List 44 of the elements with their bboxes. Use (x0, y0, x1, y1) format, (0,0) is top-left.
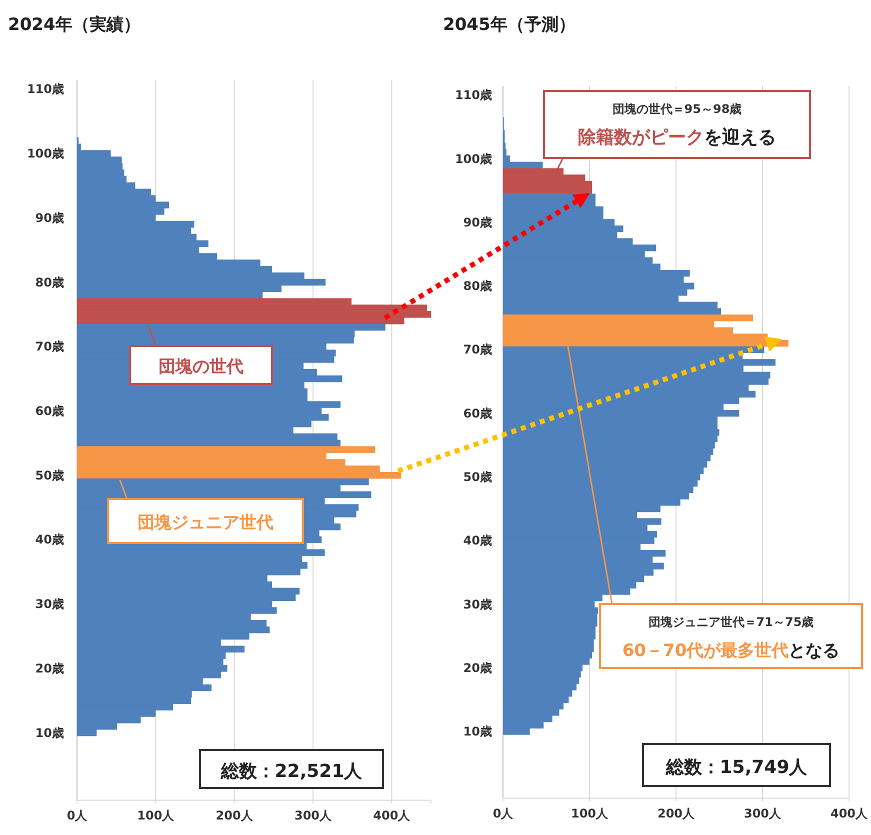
annotation: 団塊の世代＝95～98歳 (612, 102, 742, 116)
y-tick-label: 50歳 (463, 470, 492, 484)
x-tick-label: 300人 (294, 808, 333, 823)
y-tick-label: 90歳 (463, 215, 492, 230)
annotation: となる (788, 641, 840, 661)
x-tick-label: 400人 (373, 808, 412, 823)
y-tick-label: 70歳 (463, 342, 492, 357)
y-tick-label: 20歳 (463, 660, 492, 675)
y-tick-label: 100歳 (26, 146, 64, 161)
x-tick-label: 300人 (744, 806, 782, 821)
y-tick-label: 100歳 (454, 152, 492, 166)
y-tick-label: 30歳 (35, 597, 64, 612)
annotation: 団塊ジュニア世代＝71～75歳 (648, 615, 814, 629)
y-tick-label: 110歳 (454, 88, 492, 102)
x-tick-label: 400人 (830, 806, 869, 821)
y-tick-label: 40歳 (463, 534, 492, 548)
annotation: 団塊ジュニア世代 (138, 513, 274, 533)
chart-title: 2045年（予測） (443, 15, 576, 35)
y-tick-label: 80歳 (35, 275, 64, 290)
annotation: 除籍数がピーク (578, 127, 704, 148)
y-tick-label: 40歳 (35, 532, 64, 547)
y-tick-label: 50歳 (35, 468, 64, 482)
y-tick-label: 10歳 (463, 724, 492, 739)
x-tick-label: 0人 (66, 808, 88, 823)
y-tick-label: 30歳 (463, 597, 492, 612)
x-tick-label: 200人 (216, 808, 254, 823)
x-tick-label: 0人 (492, 806, 514, 821)
chart-title: 2024年（実績） (8, 15, 140, 35)
annotation: 総数：22,521人 (220, 761, 364, 782)
y-tick-label: 110歳 (26, 82, 64, 96)
annotation: を迎える (704, 127, 776, 148)
y-tick-label: 90歳 (35, 210, 64, 225)
annotation: 団塊の世代 (158, 357, 244, 377)
y-tick-label: 20歳 (35, 661, 64, 676)
x-tick-label: 100人 (570, 806, 610, 821)
x-tick-label: 200人 (657, 806, 696, 821)
y-tick-label: 60歳 (35, 404, 64, 418)
y-tick-label: 60歳 (463, 406, 492, 420)
annotation: 総数：15,749人 (664, 757, 808, 778)
y-tick-label: 70歳 (35, 340, 64, 354)
y-tick-label: 80歳 (463, 279, 492, 294)
y-tick-label: 10歳 (35, 726, 64, 740)
annotation: 60－70代が最多世代 (622, 641, 789, 661)
x-tick-label: 100人 (137, 808, 176, 823)
